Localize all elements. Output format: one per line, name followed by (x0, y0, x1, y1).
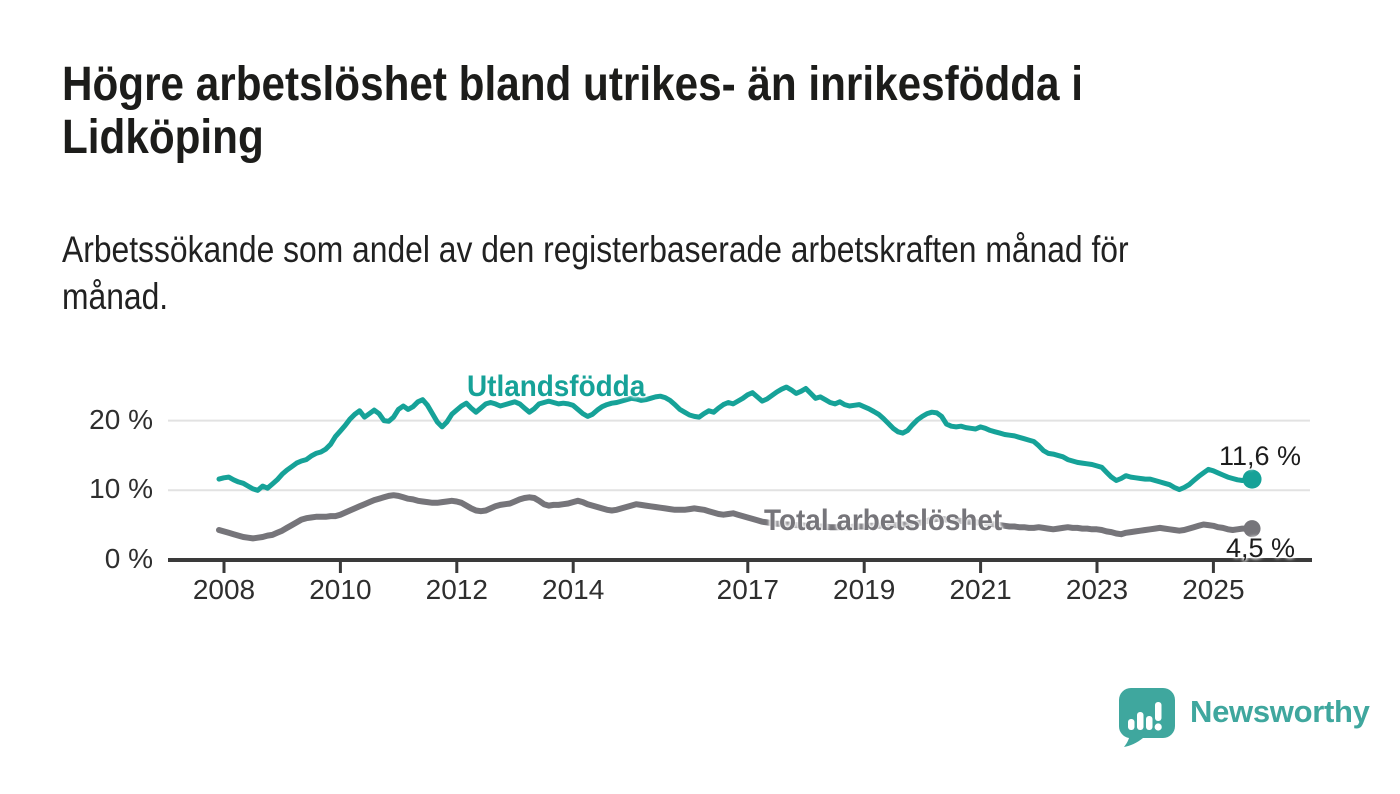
y-tick-label-20: 20 % (89, 403, 153, 435)
logo-bar-2 (1137, 712, 1144, 730)
x-tick-label-2025: 2025 (1182, 574, 1245, 605)
x-tick-label-2010: 2010 (309, 574, 372, 605)
logo-exclamation-dot (1154, 723, 1162, 731)
newsworthy-logo-text: Newsworthy (1190, 694, 1370, 729)
subtitle-line-1: Arbetssökande som andel av den registerb… (62, 229, 1129, 270)
title-line-1: Högre arbetslöshet bland utrikes- än inr… (62, 58, 1084, 111)
newsworthy-logo-icon (1118, 688, 1175, 747)
series-line-0 (216, 384, 1255, 493)
x-tick-label-2008: 2008 (192, 574, 256, 605)
x-tick-label-2017: 2017 (716, 574, 779, 605)
newsworthy-logo: Newsworthy (1117, 686, 1370, 750)
x-tick-label-2023: 2023 (1065, 574, 1129, 605)
logo-exclamation-bar (1155, 702, 1162, 721)
logo-bar-1 (1128, 719, 1135, 730)
series-label-total-arbetsloshet: Total arbetslöshet (764, 504, 1003, 537)
x-tick-label-2012: 2012 (425, 574, 488, 605)
y-tick-label-0: 0 % (104, 543, 153, 574)
end-value-label-utlandsfodda: 11,6 % (1219, 441, 1302, 471)
end-dot-0 (1242, 469, 1262, 489)
series-line-1 (216, 492, 1255, 542)
x-tick-label-2014: 2014 (542, 574, 605, 605)
subtitle-line-2: månad. (62, 276, 169, 317)
page-title: Högre arbetslöshet bland utrikes- än inr… (62, 58, 1222, 164)
end-dot-1 (1243, 520, 1261, 538)
title-line-2: Lidköping (62, 111, 264, 164)
end-value-label-total: 4,5 % (1226, 533, 1296, 563)
x-tick-label-2021: 2021 (949, 574, 1012, 605)
chart-subtitle: Arbetssökande som andel av den registerb… (62, 226, 1302, 320)
series-label-utlandsfodda: Utlandsfödda (467, 370, 646, 403)
y-tick-label-10: 10 % (89, 473, 153, 505)
logo-bar-3 (1146, 716, 1153, 730)
x-tick-label-2019: 2019 (833, 574, 896, 605)
